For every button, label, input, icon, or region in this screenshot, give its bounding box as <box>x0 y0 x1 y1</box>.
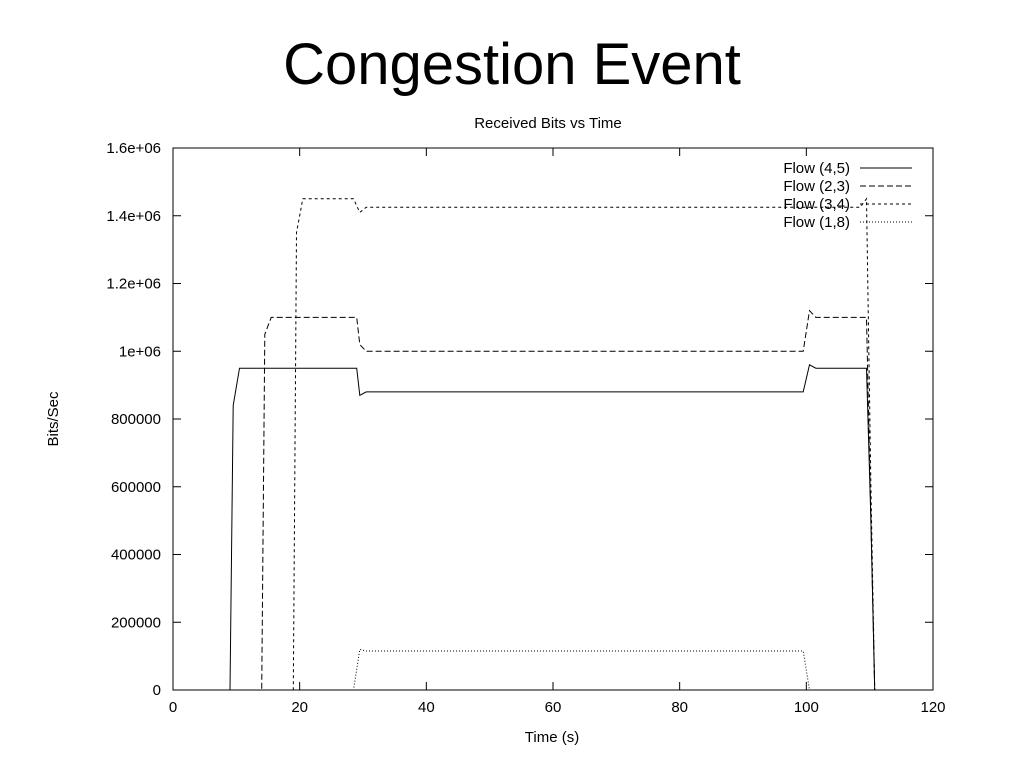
y-tick-label: 1.4e+06 <box>106 208 161 225</box>
legend-label: Flow (2,3) <box>783 178 850 195</box>
x-tick-label: 100 <box>794 699 819 716</box>
x-tick-label: 40 <box>418 699 435 716</box>
legend-label: Flow (1,8) <box>783 214 850 231</box>
y-tick-label: 1.2e+06 <box>106 276 161 293</box>
axis-ticks: 0 20 40 60 80 100 120 0 200000 400000 600000 800000… <box>106 140 945 716</box>
chart-title: Received Bits vs Time <box>474 115 622 132</box>
x-tick-label: 20 <box>291 699 308 716</box>
series-layer <box>173 197 933 691</box>
y-tick-label: 1e+06 <box>119 343 161 360</box>
y-tick-label: 600000 <box>111 479 161 496</box>
y-axis-label: Bits/Sec <box>45 391 62 447</box>
y-tick-label: 0 <box>153 682 161 699</box>
legend-label: Flow (3,4) <box>783 196 850 213</box>
y-tick-label: 400000 <box>111 547 161 564</box>
x-tick-label: 80 <box>671 699 688 716</box>
x-axis-label: Time (s) <box>525 729 579 746</box>
y-tick-label: 800000 <box>111 411 161 428</box>
x-tick-label: 120 <box>920 699 945 716</box>
y-tick-label: 200000 <box>111 614 161 631</box>
x-tick-label: 60 <box>545 699 562 716</box>
legend: Flow (4,5)Flow (2,3)Flow (3,4)Flow (1,8) <box>783 160 912 231</box>
y-tick-label: 1.6e+06 <box>106 140 161 157</box>
x-tick-label: 0 <box>169 699 177 716</box>
series-line-3 <box>173 197 933 691</box>
legend-label: Flow (4,5) <box>783 160 850 177</box>
slide-title: Congestion Event <box>283 32 741 97</box>
series-line-2 <box>173 309 933 691</box>
series-line-1 <box>173 364 933 691</box>
